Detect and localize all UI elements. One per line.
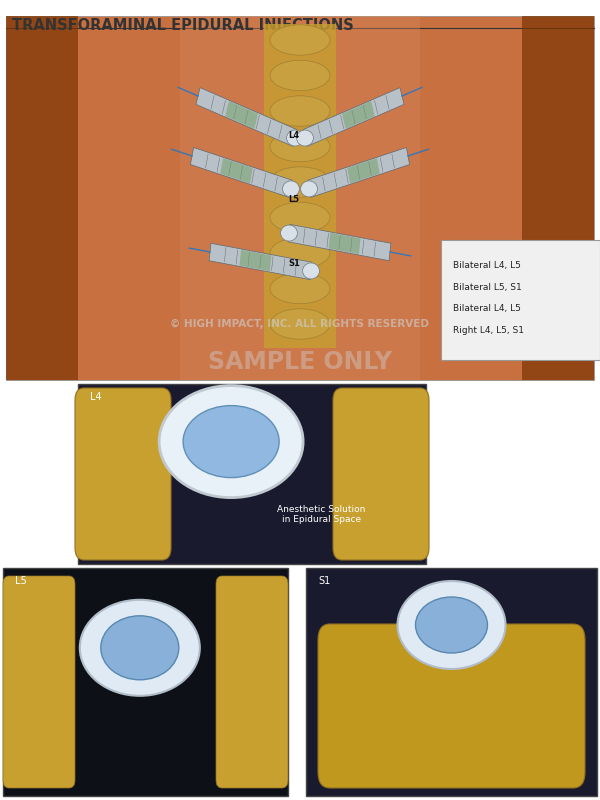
Text: S1: S1	[288, 259, 300, 269]
Polygon shape	[303, 88, 404, 146]
FancyBboxPatch shape	[180, 16, 420, 380]
Text: L4: L4	[289, 131, 299, 141]
Text: TRANSFORAMINAL EPIDURAL INJECTIONS: TRANSFORAMINAL EPIDURAL INJECTIONS	[12, 18, 354, 33]
FancyBboxPatch shape	[6, 16, 594, 380]
Ellipse shape	[270, 202, 330, 233]
FancyBboxPatch shape	[75, 388, 171, 560]
Ellipse shape	[183, 406, 279, 478]
Polygon shape	[329, 233, 361, 254]
FancyBboxPatch shape	[264, 24, 336, 348]
Polygon shape	[190, 147, 293, 198]
Ellipse shape	[270, 60, 330, 90]
Text: © HIGH IMPACT, INC. ALL RIGHTS RESERVED: © HIGH IMPACT, INC. ALL RIGHTS RESERVED	[170, 319, 430, 329]
FancyBboxPatch shape	[3, 568, 288, 796]
FancyBboxPatch shape	[333, 388, 429, 560]
FancyBboxPatch shape	[318, 624, 585, 788]
Text: Bilateral L5, S1: Bilateral L5, S1	[453, 282, 522, 292]
Ellipse shape	[287, 130, 304, 146]
Ellipse shape	[270, 309, 330, 339]
Text: L4: L4	[90, 392, 101, 402]
Ellipse shape	[159, 386, 303, 498]
Polygon shape	[307, 147, 410, 198]
Polygon shape	[288, 224, 391, 261]
Ellipse shape	[283, 181, 299, 197]
Text: Right L4, L5, S1: Right L4, L5, S1	[453, 326, 524, 335]
Polygon shape	[220, 158, 253, 183]
Ellipse shape	[296, 130, 313, 146]
Ellipse shape	[101, 616, 179, 680]
FancyBboxPatch shape	[78, 384, 426, 564]
Polygon shape	[347, 158, 380, 183]
FancyBboxPatch shape	[306, 568, 597, 796]
Ellipse shape	[302, 263, 319, 279]
Polygon shape	[239, 250, 271, 271]
Ellipse shape	[270, 274, 330, 304]
FancyBboxPatch shape	[441, 240, 600, 360]
Ellipse shape	[270, 25, 330, 55]
Ellipse shape	[270, 238, 330, 268]
Polygon shape	[209, 243, 312, 280]
Ellipse shape	[397, 581, 505, 669]
Text: L5: L5	[15, 576, 27, 586]
FancyBboxPatch shape	[3, 576, 75, 788]
Polygon shape	[196, 88, 297, 146]
FancyBboxPatch shape	[522, 16, 594, 380]
Ellipse shape	[80, 600, 200, 696]
Text: Bilateral L4, L5: Bilateral L4, L5	[453, 261, 521, 270]
Text: S1: S1	[318, 576, 330, 586]
Text: SAMPLE ONLY: SAMPLE ONLY	[208, 350, 392, 374]
Ellipse shape	[270, 166, 330, 198]
Text: Anesthetic Solution
in Epidural Space: Anesthetic Solution in Epidural Space	[277, 505, 366, 524]
Polygon shape	[342, 101, 375, 129]
Text: L5: L5	[289, 195, 299, 205]
Ellipse shape	[270, 131, 330, 162]
Ellipse shape	[415, 597, 487, 653]
FancyBboxPatch shape	[6, 16, 78, 380]
FancyBboxPatch shape	[216, 576, 288, 788]
Polygon shape	[225, 101, 258, 129]
Ellipse shape	[301, 181, 317, 197]
Ellipse shape	[281, 225, 298, 241]
Ellipse shape	[270, 96, 330, 126]
Text: Bilateral L4, L5: Bilateral L4, L5	[453, 304, 521, 314]
